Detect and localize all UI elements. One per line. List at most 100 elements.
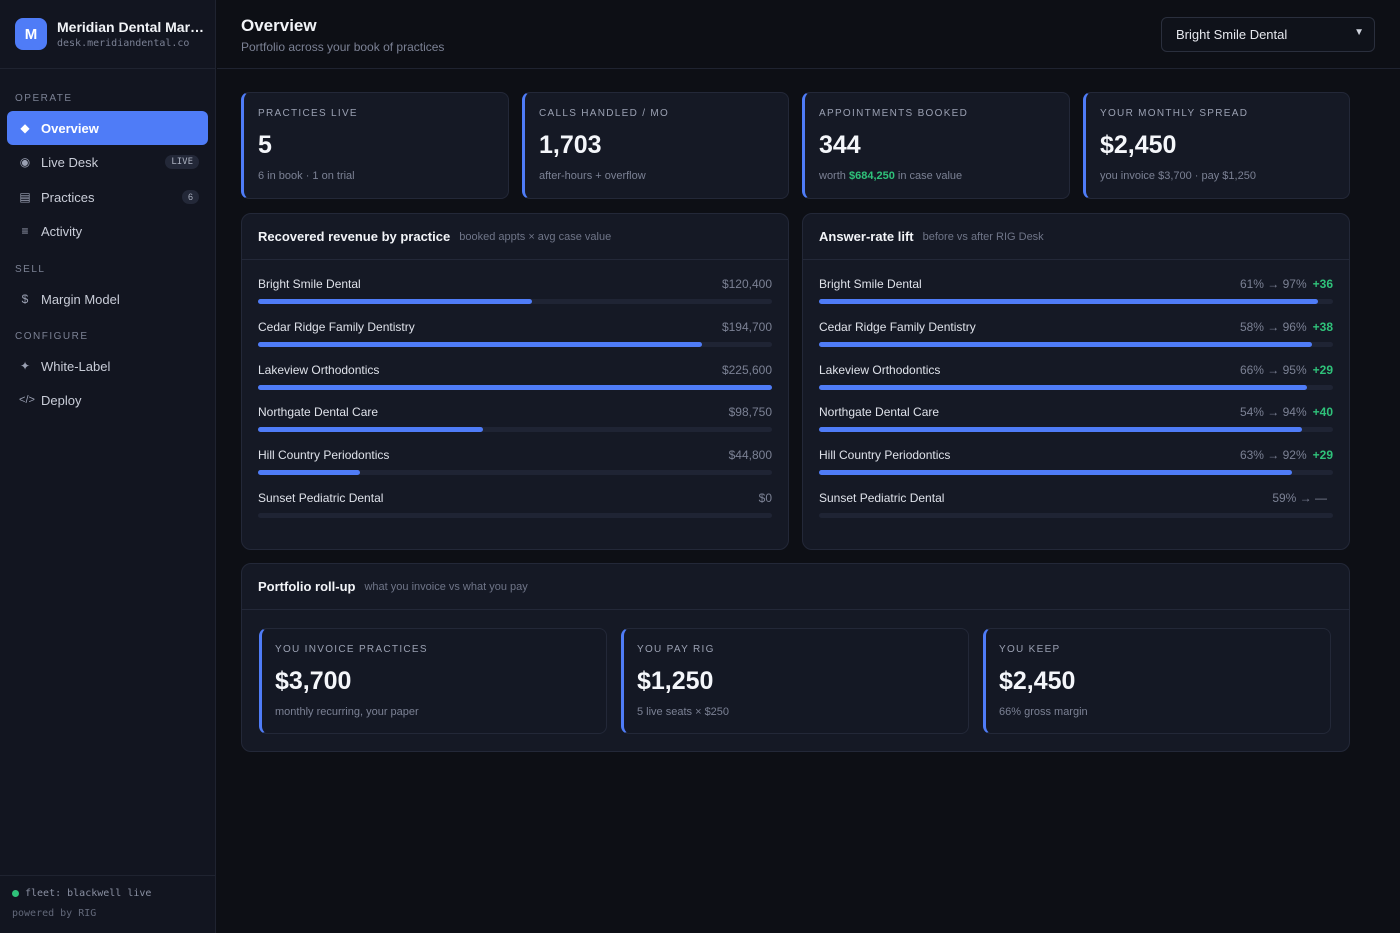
panel-header: Recovered revenue by practice booked app…	[242, 214, 788, 260]
bar-track	[258, 427, 772, 433]
bar-value: 63% → 92% +29	[1240, 448, 1333, 462]
stat-card-appointments-booked: APPOINTMENTS BOOKED 344 worth $684,250 i…	[802, 92, 1070, 199]
stat-card-calls-handled: CALLS HANDLED / MO 1,703 after-hours + o…	[522, 92, 789, 199]
sparkle-icon: ✦	[19, 359, 31, 373]
sidebar: M Meridian Dental Mark... desk.meridiand…	[0, 0, 216, 933]
bar-value: 66% → 95% +29	[1240, 363, 1333, 377]
stat-note: worth $684,250 in case value	[819, 170, 1069, 182]
sidebar-item-white-label[interactable]: ✦ White-Label	[7, 349, 208, 383]
bar-row: Northgate Dental Care 54% → 94% +40	[819, 405, 1333, 445]
lift-delta: +29	[1312, 362, 1333, 377]
bar-fill	[258, 384, 772, 390]
practice-name: Hill Country Periodontics	[258, 448, 390, 463]
bar-row: Sunset Pediatric Dental $0	[258, 491, 772, 531]
bar-value-text: $44,800	[728, 448, 772, 463]
rollup-label: YOU INVOICE PRACTICES	[275, 644, 428, 655]
bar-row: Bright Smile Dental 61% → 97% +36	[819, 277, 1333, 317]
stat-card-practices-live: PRACTICES LIVE 5 6 in book · 1 on trial	[241, 92, 509, 199]
sidebar-item-live-desk[interactable]: ◉ Live Desk LIVE	[7, 145, 208, 179]
stat-label: PRACTICES LIVE	[258, 108, 358, 119]
rollup-note: monthly recurring, your paper	[275, 706, 419, 718]
bar-track	[819, 513, 1333, 518]
panel-title: Answer-rate lift	[819, 229, 914, 244]
stat-value: 1,703	[539, 131, 602, 159]
fleet-status: fleet: blackwell live	[12, 888, 216, 899]
bar-row: Bright Smile Dental $120,400	[258, 277, 772, 317]
rollup-note: 66% gross margin	[999, 706, 1088, 718]
bar-track	[819, 470, 1333, 476]
bar-value-text: $194,700	[721, 319, 772, 334]
rollup-card-invoice: YOU INVOICE PRACTICES $3,700 monthly rec…	[259, 628, 607, 734]
sidebar-footer: fleet: blackwell live powered by RIG	[0, 875, 216, 933]
grid-icon: ▤	[19, 190, 31, 204]
bar-value: 54% → 94% +40	[1240, 405, 1333, 419]
stat-note: 6 in book · 1 on trial	[258, 170, 355, 182]
sidebar-item-margin-model[interactable]: $ Margin Model	[7, 282, 208, 316]
panel-title: Portfolio roll-up	[258, 579, 356, 594]
stat-note: after-hours + overflow	[539, 170, 646, 182]
revenue-panel: Recovered revenue by practice booked app…	[241, 213, 789, 550]
brand-logo: M	[15, 18, 47, 50]
practice-name: Lakeview Orthodontics	[258, 362, 380, 377]
bar-track	[258, 341, 772, 347]
stat-note-pre: worth	[819, 170, 846, 182]
diamond-icon: ◆	[20, 121, 30, 135]
sidebar-item-practices[interactable]: ▤ Practices 6	[7, 180, 208, 214]
bar-row: Hill Country Periodontics 63% → 92% +29	[819, 448, 1333, 488]
nav-section-configure: CONFIGURE	[15, 331, 89, 342]
practice-name: Northgate Dental Care	[258, 405, 379, 420]
rollup-value: $2,450	[999, 667, 1076, 695]
bar-fill	[258, 427, 483, 433]
practice-select[interactable]: Bright Smile Dental ▼	[1161, 17, 1375, 52]
practice-name: Cedar Ridge Family Dentistry	[258, 319, 415, 334]
sidebar-item-activity[interactable]: ≡ Activity	[7, 214, 208, 248]
lift-delta: +40	[1312, 405, 1333, 420]
stat-card-monthly-spread: YOUR MONTHLY SPREAD $2,450 you invoice $…	[1083, 92, 1350, 199]
brand[interactable]: M Meridian Dental Mark... desk.meridiand…	[0, 0, 215, 69]
bar-value-text: $120,400	[721, 277, 772, 291]
bar-value: $0	[759, 491, 772, 505]
lift-delta: +38	[1312, 319, 1333, 334]
sidebar-item-label: Margin Model	[41, 291, 120, 307]
bar-value: $225,600	[722, 363, 772, 377]
panel-subtitle: what you invoice vs what you pay	[364, 580, 528, 593]
practice-name: Northgate Dental Care	[819, 405, 940, 420]
stat-value: 5	[258, 131, 272, 159]
panel-header: Answer-rate lift before vs after RIG Des…	[803, 214, 1349, 260]
chevron-down-icon: ▼	[1354, 27, 1364, 38]
bar-fill	[819, 384, 1308, 390]
bar-fill	[819, 299, 1318, 304]
code-icon: </>	[19, 394, 35, 406]
practice-name: Sunset Pediatric Dental	[819, 491, 945, 505]
bar-value: $44,800	[729, 448, 772, 462]
stat-label: YOUR MONTHLY SPREAD	[1100, 108, 1249, 119]
bar-value-text: $0	[758, 491, 772, 505]
bar-value-text: 66% → 95%	[1239, 362, 1307, 377]
bar-row: Cedar Ridge Family Dentistry 58% → 96% +38	[819, 320, 1333, 360]
bar-row: Lakeview Orthodontics $225,600	[258, 363, 772, 403]
sidebar-item-overview[interactable]: ◆ Overview	[7, 111, 208, 145]
rollup-card-keep: YOU KEEP $2,450 66% gross margin	[983, 628, 1331, 734]
panel-subtitle: before vs after RIG Desk	[922, 230, 1044, 243]
bar-value-text: 54% → 94%	[1239, 405, 1307, 420]
brand-name: Meridian Dental Mark...	[57, 19, 207, 35]
rollup-value: $3,700	[275, 667, 352, 695]
brand-domain: desk.meridiandental.co	[57, 38, 190, 49]
lift-delta: +36	[1312, 277, 1333, 291]
dollar-icon: $	[21, 292, 29, 306]
record-icon: ◉	[19, 155, 31, 169]
bar-row: Lakeview Orthodontics 66% → 95% +29	[819, 363, 1333, 403]
page-subtitle: Portfolio across your book of practices	[241, 40, 445, 54]
practice-name: Lakeview Orthodontics	[819, 362, 941, 377]
stat-note: you invoice $3,700 · pay $1,250	[1100, 170, 1256, 182]
stat-note-post: in case value	[897, 170, 963, 182]
bar-fill	[819, 427, 1303, 433]
sidebar-item-deploy[interactable]: </> Deploy	[7, 383, 208, 417]
nav-section-operate: OPERATE	[15, 93, 73, 104]
status-dot-icon	[12, 890, 19, 897]
bar-track	[258, 470, 772, 476]
stat-label: APPOINTMENTS BOOKED	[819, 108, 969, 119]
bar-fill	[258, 470, 361, 476]
list-icon: ≡	[21, 224, 29, 238]
rollup-panel: Portfolio roll-up what you invoice vs wh…	[241, 563, 1350, 752]
